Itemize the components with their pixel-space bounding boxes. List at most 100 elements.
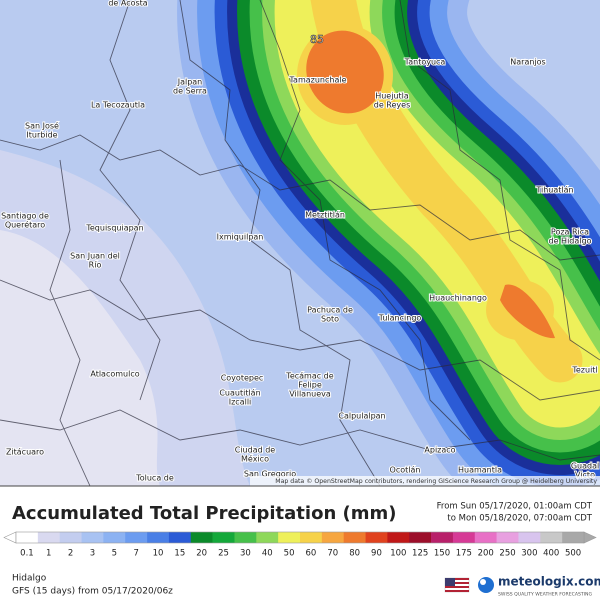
place-label: Victo (575, 471, 595, 480)
colorbar-label: 100 (390, 549, 406, 559)
colorbar-swatch (496, 532, 519, 543)
place-label: Tecámac de (285, 372, 333, 381)
colorbar-arrow (3, 531, 17, 544)
place-label: Huejutla (375, 92, 409, 101)
place-label: Querétaro (5, 220, 45, 230)
place-label: de Acosta (108, 0, 147, 8)
colorbar-label: 30 (240, 549, 251, 559)
max-label: 85 (310, 33, 324, 46)
colorbar-swatch (562, 532, 585, 543)
colorbar-swatch (190, 532, 213, 543)
colorbar-swatch (387, 532, 410, 543)
colorbar-label: 1 (46, 549, 51, 559)
legend-title: Accumulated Total Precipitation (mm) (12, 503, 397, 524)
core (500, 284, 555, 339)
colorbar-label: 15 (174, 549, 185, 559)
borders (0, 0, 600, 486)
place-label: Ocotlán (390, 466, 421, 475)
place-label: Pachuca de (307, 306, 353, 315)
colorbar-swatch (321, 532, 344, 543)
colorbar-label: 250 (499, 549, 515, 559)
place-label: Naranjos (510, 58, 545, 67)
colorbar-label: 7 (133, 549, 138, 559)
place-label: Guadal (571, 462, 599, 471)
place-label: San José (25, 121, 59, 131)
colorbar-label: 90 (371, 549, 382, 559)
place-label: Jalpan (177, 78, 203, 87)
colorbar-swatch (59, 532, 82, 543)
colorbar-label: 125 (412, 549, 428, 559)
brand-logo (478, 577, 494, 593)
attribution: Map data © OpenStreetMap contributors, r… (275, 477, 597, 485)
colorbar-swatch (103, 532, 126, 543)
colorbar-swatch (278, 532, 301, 543)
place-label: Huamantla (458, 466, 502, 475)
colorbar-swatch (518, 532, 541, 543)
colorbar-label: 200 (478, 549, 494, 559)
place-label: Toluca de (135, 474, 174, 483)
colorbar-label: 0.1 (20, 549, 34, 559)
place-label: San Gregorio (244, 470, 296, 479)
colorbar-label: 10 (153, 549, 164, 559)
colorbar-label: 25 (218, 549, 229, 559)
colorbar-swatch (300, 532, 323, 543)
colorbar-swatch (81, 532, 104, 543)
place-label: Tihuatlán (535, 186, 573, 195)
place-label: Tequisquiapan (85, 224, 143, 233)
place-label: Tantoyuca (404, 58, 446, 67)
colorbar-swatch (212, 532, 235, 543)
place-label: Atlacomulco (90, 370, 139, 379)
place-label: Tezuitl (571, 366, 597, 375)
colorbar-swatch (474, 532, 497, 543)
colorbar-swatch (365, 532, 388, 543)
brand: meteologix.com (498, 575, 600, 589)
place-label: de Reyes (374, 101, 411, 110)
colorbar-swatch (431, 532, 454, 543)
place-label: Cuautitlán (219, 389, 260, 398)
colorbar-swatch (452, 532, 476, 543)
colorbar-label: 60 (306, 549, 317, 559)
place-label: Calpulalpan (338, 412, 385, 421)
colorbar-arrow (583, 531, 597, 544)
colorbar-swatch (168, 532, 192, 543)
place-label: Zitácuaro (6, 448, 44, 457)
region: Hidalgo (12, 574, 47, 584)
place-label: Apizaco (424, 446, 455, 455)
place-label: San Juan del (70, 252, 120, 261)
model: GFS (15 days) from 05/17/2020/06z (12, 587, 173, 597)
place-label: Ciudad de (235, 446, 276, 455)
place-label: La Tecozautla (91, 101, 145, 110)
place-label: Villanueva (289, 390, 331, 399)
place-label: Iturbide (26, 131, 57, 140)
place-label: Metztitlán (305, 211, 345, 220)
attribution-bg (250, 476, 600, 486)
place-label: Izcalli (229, 398, 252, 407)
tagline: SWISS QUALITY WEATHER FORECASTING (498, 592, 592, 598)
colorbar-label: 3 (90, 549, 95, 559)
place-label: México (241, 454, 269, 464)
place-label: Soto (321, 315, 339, 324)
colorbar-label: 5 (112, 549, 117, 559)
colorbar-label: 50 (284, 549, 295, 559)
colorbar-label: 20 (196, 549, 207, 559)
colorbar-swatch (147, 532, 170, 543)
place-label: Río (89, 261, 102, 270)
place-label: Tamazunchale (288, 76, 346, 85)
lowest-area (0, 230, 160, 486)
colorbar-swatch (37, 532, 60, 543)
place-label: Poza Rica (551, 228, 589, 237)
place-label: Tulancingo (378, 314, 422, 323)
colorbar-label: 500 (565, 549, 581, 559)
colorbar-label: 150 (434, 549, 450, 559)
colorbar-swatch (234, 532, 257, 543)
core (306, 30, 384, 114)
colorbar-frame (15, 531, 585, 544)
place-label: de Hidalgo (549, 237, 592, 246)
brand-logo-dot (480, 579, 486, 585)
legend-to: to Mon 05/18/2020, 07:00am CDT (447, 514, 592, 524)
colorbar-label: 40 (262, 549, 273, 559)
colorbar-label: 70 (327, 549, 338, 559)
